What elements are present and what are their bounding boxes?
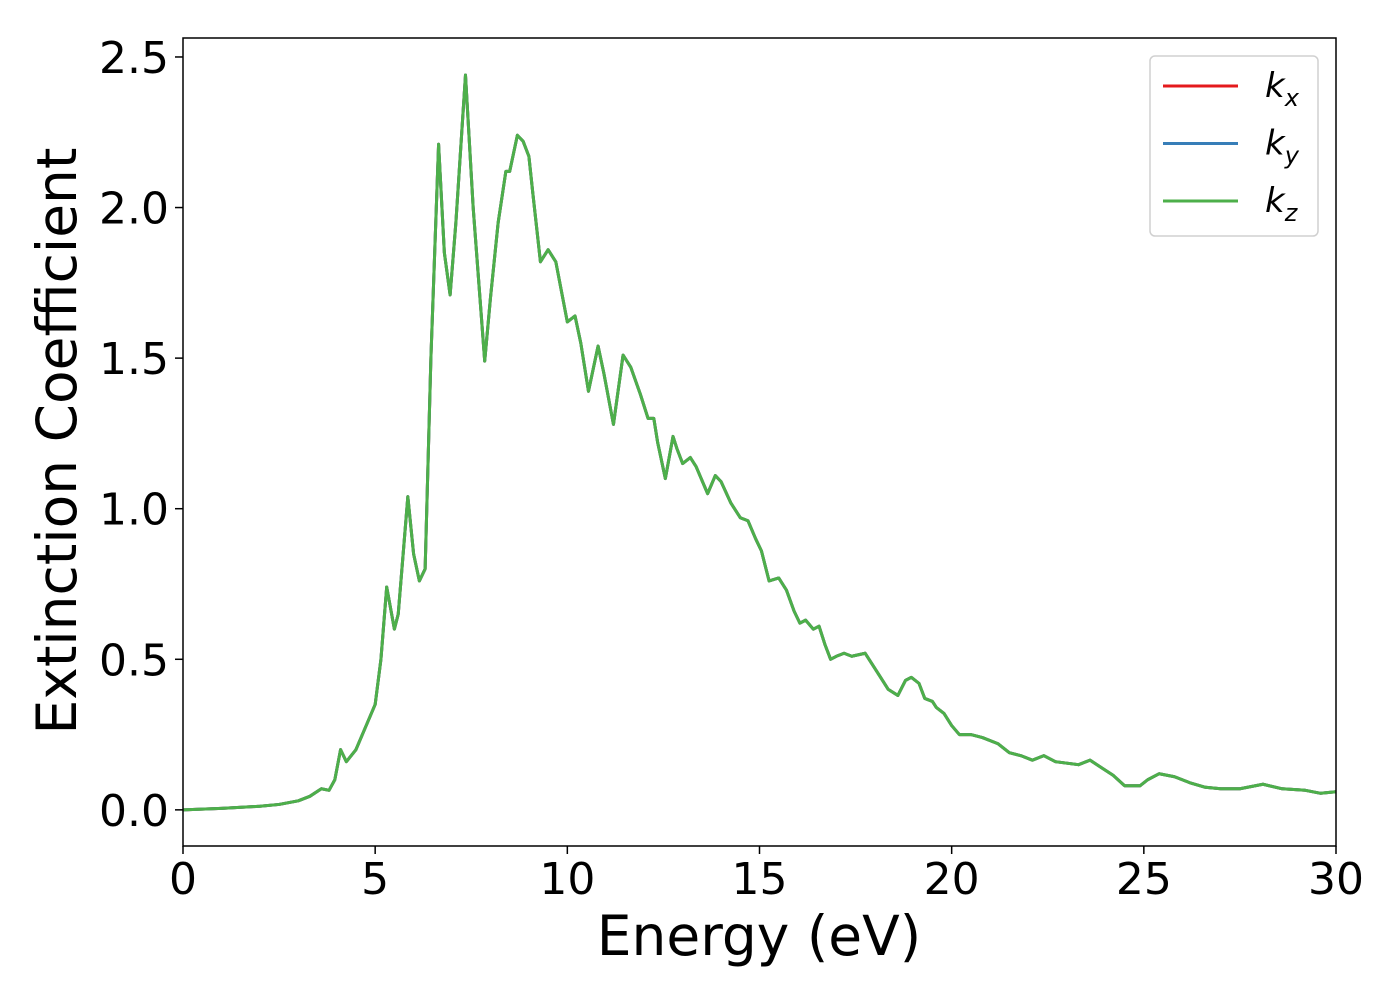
x-tick-label: 10	[539, 854, 595, 905]
y-tick-label: 1.5	[99, 334, 169, 385]
axes-frame	[182, 37, 1337, 847]
x-tick-label: 0	[169, 854, 197, 905]
y-tick-label: 0.0	[99, 786, 169, 837]
x-tick-label: 20	[924, 854, 980, 905]
y-tick-label: 2.5	[99, 33, 169, 84]
x-tick-label: 30	[1308, 854, 1364, 905]
legend-label: kx	[1265, 66, 1300, 112]
legend-label: kz	[1265, 181, 1299, 227]
x-axis-label: Energy (eV)	[597, 904, 921, 968]
line-series	[182, 73, 1337, 812]
x-tick-label: 25	[1116, 854, 1172, 905]
legend-label: ky	[1265, 124, 1300, 170]
y-tick-label: 0.5	[99, 635, 169, 686]
y-axis-label: Extinction Coefficient	[25, 148, 89, 735]
x-tick-label: 5	[361, 854, 389, 905]
y-tick-label: 2.0	[99, 184, 169, 235]
x-tick-label: 15	[732, 854, 788, 905]
y-tick-label: 1.0	[99, 485, 169, 536]
legend-box	[1149, 55, 1319, 237]
